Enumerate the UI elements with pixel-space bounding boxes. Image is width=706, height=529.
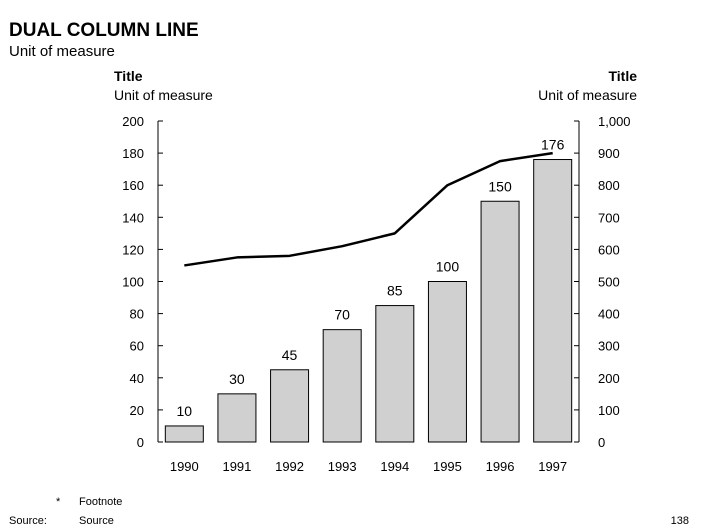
bar (533, 159, 573, 443)
page-number: 138 (670, 515, 689, 527)
right-tick-label: 800 (598, 178, 620, 193)
left-axis-heading: Title Unit of measure (114, 67, 213, 105)
right-tick-label: 600 (598, 242, 620, 257)
right-tick-label: 1,000 (598, 114, 631, 129)
bar (217, 393, 257, 443)
right-tick-label: 100 (598, 403, 620, 418)
right-axis-unit: Unit of measure (538, 87, 637, 103)
chart-subtitle: Unit of measure (9, 43, 115, 60)
bar (427, 281, 467, 443)
bar-data-label: 45 (282, 347, 298, 363)
left-tick-label: 120 (122, 242, 144, 257)
right-tick-label: 500 (598, 275, 620, 290)
left-tick-label: 60 (130, 339, 144, 354)
category-label: 1997 (538, 459, 567, 474)
left-tick-label: 40 (130, 371, 144, 386)
source-text: Source (79, 515, 114, 527)
category-label: 1991 (222, 459, 251, 474)
line-series (184, 151, 553, 267)
right-tick-label: 0 (598, 435, 605, 450)
left-axis-unit: Unit of measure (114, 87, 213, 103)
right-axis-title: Title (608, 68, 637, 84)
left-tick-label: 0 (137, 435, 144, 450)
right-tick-label: 400 (598, 307, 620, 322)
left-tick-label: 160 (122, 178, 144, 193)
category-label: 1995 (433, 459, 462, 474)
bar-data-label: 30 (229, 371, 245, 387)
bar-data-label: 85 (387, 283, 403, 299)
bar-data-label: 70 (334, 307, 350, 323)
right-tick-label: 700 (598, 210, 620, 225)
category-label: 1996 (486, 459, 515, 474)
left-axis-title: Title (114, 68, 143, 84)
right-tick-label: 300 (598, 339, 620, 354)
bar-data-label: 150 (488, 178, 512, 194)
source-label: Source: (9, 515, 47, 527)
left-tick-label: 20 (130, 403, 144, 418)
category-label: 1993 (328, 459, 357, 474)
right-tick-label: 900 (598, 146, 620, 161)
footnote-text: Footnote (79, 496, 123, 508)
bar (322, 329, 362, 443)
bar-data-label: 176 (541, 137, 565, 153)
footnote-marker: * (56, 496, 61, 508)
left-tick-label: 80 (130, 307, 144, 322)
bar (375, 305, 415, 443)
bar (164, 425, 204, 443)
bar (270, 369, 310, 443)
category-label: 1990 (170, 459, 199, 474)
left-tick-label: 200 (122, 114, 144, 129)
right-axis-heading: Title Unit of measure (538, 67, 637, 105)
left-tick-label: 100 (122, 275, 144, 290)
right-tick-label: 200 (598, 371, 620, 386)
bar-data-label: 10 (177, 403, 193, 419)
category-label: 1992 (275, 459, 304, 474)
category-label: 1994 (380, 459, 409, 474)
chart-title: DUAL COLUMN LINE (9, 20, 199, 41)
left-tick-label: 140 (122, 210, 144, 225)
left-tick-label: 180 (122, 146, 144, 161)
bar-data-label: 100 (436, 259, 460, 275)
bar (480, 200, 520, 443)
